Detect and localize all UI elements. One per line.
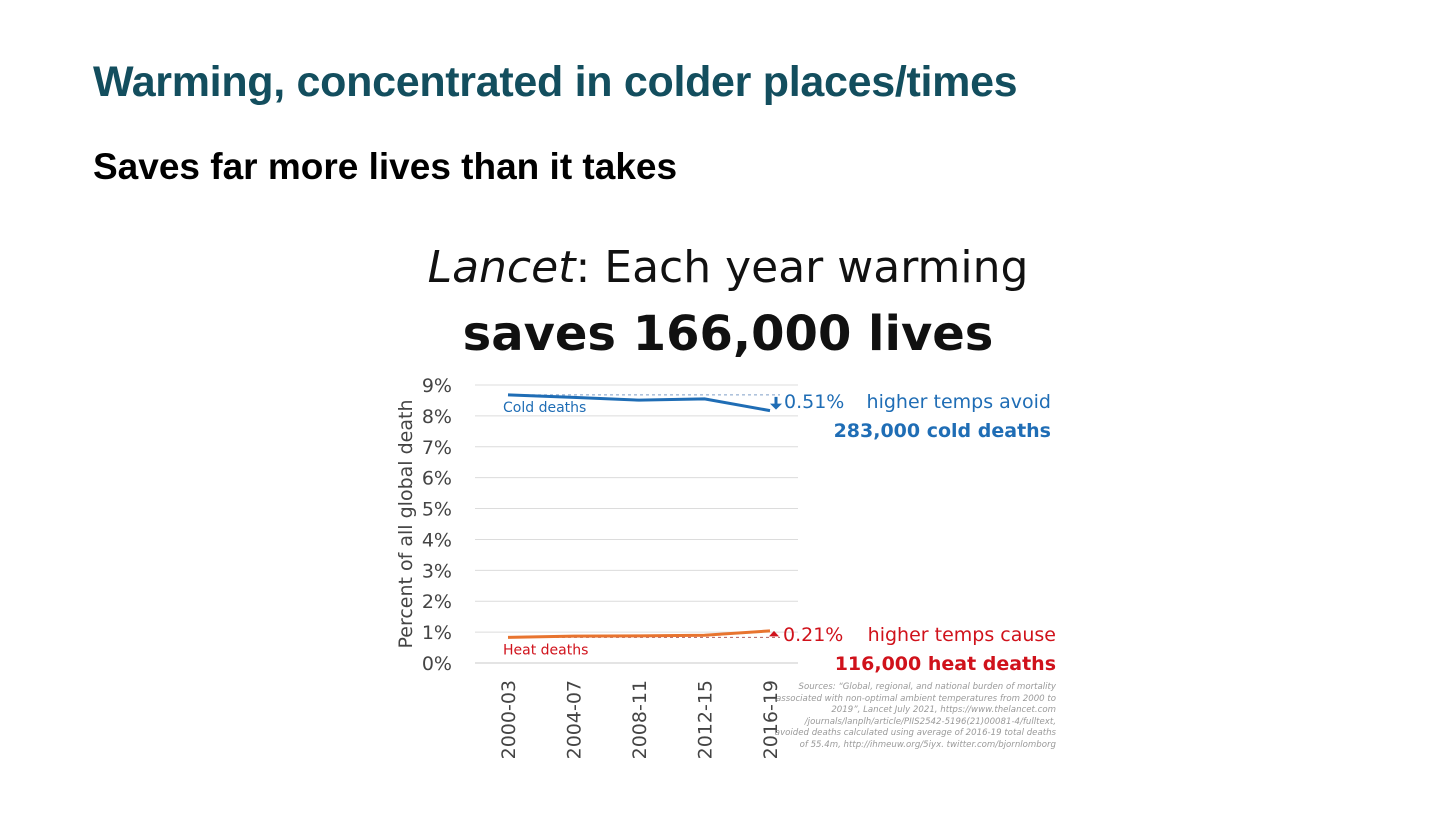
y-tick-label: 6% <box>422 468 452 490</box>
x-tick-label: 2004-07 <box>564 680 586 759</box>
heat-annotation-text: higher temps cause <box>868 624 1056 646</box>
y-tick-label: 3% <box>422 560 452 582</box>
chart-title-rest: : Each year warming <box>575 242 1029 293</box>
series-line <box>507 393 771 413</box>
cold-change-label: 0.51% <box>784 391 844 413</box>
y-tick-label: 9% <box>422 375 452 397</box>
chart-grid <box>475 384 798 664</box>
chart-series: Cold deaths Heat deaths <box>503 393 780 658</box>
y-tick-label: 8% <box>422 406 452 428</box>
x-tick-label: 2016-19 <box>760 680 782 759</box>
series-label: Cold deaths <box>503 400 586 416</box>
cold-annotation-text: higher temps avoid <box>867 391 1051 413</box>
x-axis-ticks: 2000-03 2004-07 2008-11 2012-15 2016-19 <box>498 680 782 759</box>
x-tick-label: 2000-03 <box>498 680 520 759</box>
y-tick-label: 2% <box>422 591 452 613</box>
sources-line: /journals/lanplh/article/PIIS2542-5196(2… <box>804 716 1056 727</box>
slide-subtitle: Saves far more lives than it takes <box>93 146 678 187</box>
series-line <box>507 629 771 639</box>
cold-annotation-bold: 283,000 cold deaths <box>834 420 1051 442</box>
y-axis-ticks: 0% 1% 2% 3% 4% 5% 6% 7% 8% 9% <box>422 375 452 675</box>
sources-note: Sources: “Global, regional, and national… <box>756 682 1056 752</box>
chart-title-italic: Lancet <box>427 242 576 293</box>
chart-annotations: 0.51% higher temps avoid 283,000 cold deat… <box>769 391 1056 675</box>
x-tick-label: 2012-15 <box>695 680 717 759</box>
chart-title-line2: saves 166,000 lives <box>462 306 994 362</box>
y-tick-label: 5% <box>422 499 452 521</box>
series-label: Heat deaths <box>503 642 588 658</box>
sources-line: Sources: “Global, regional, and national… <box>798 682 1056 692</box>
y-tick-label: 0% <box>422 653 452 675</box>
heat-annotation-bold: 116,000 heat deaths <box>835 653 1056 675</box>
up-arrow-icon <box>769 630 779 637</box>
sources-line: of 55.4m, http://ihmeuw.org/5iyx. twitte… <box>799 739 1056 750</box>
slide-title: Warming, concentrated in colder places/t… <box>93 58 1018 106</box>
sources-line: associated with non-optimal ambient temp… <box>775 693 1056 704</box>
heat-change-label: 0.21% <box>783 624 843 646</box>
sources-line: 2019”, Lancet July 2021, https://www.the… <box>831 705 1056 716</box>
y-axis-label: Percent of all global death <box>395 400 417 649</box>
chart-title-line1: Lancet: Each year warming <box>0 242 1456 293</box>
y-tick-label: 7% <box>422 437 452 459</box>
x-tick-label: 2008-11 <box>629 680 651 759</box>
y-tick-label: 4% <box>422 529 452 551</box>
y-tick-label: 1% <box>422 622 452 644</box>
down-arrow-icon <box>770 403 782 410</box>
sources-line: avoided deaths calculated using average … <box>774 728 1056 739</box>
